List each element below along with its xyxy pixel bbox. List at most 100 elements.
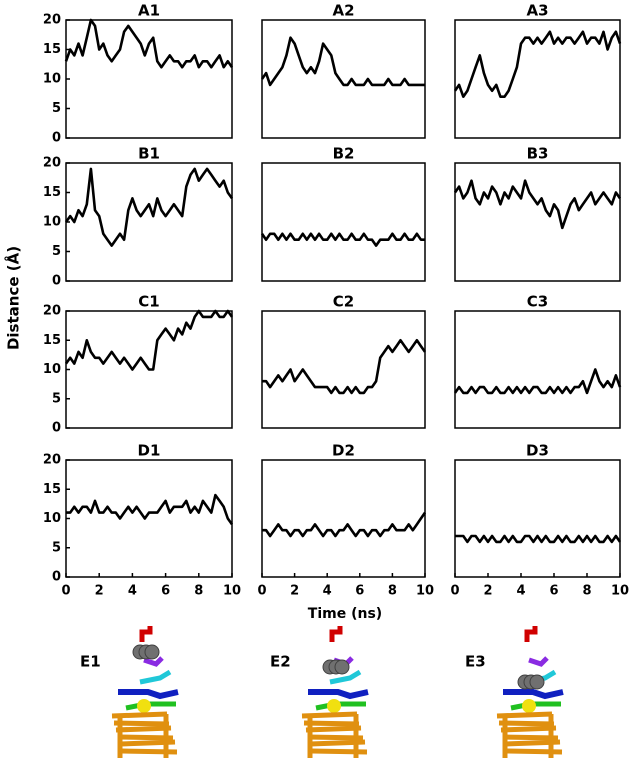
panel-title: C2 bbox=[333, 293, 354, 311]
molecule-part bbox=[139, 669, 172, 685]
x-axis-label: Time (ns) bbox=[308, 606, 382, 622]
image-label: E1 bbox=[80, 653, 101, 671]
panel-title: D2 bbox=[332, 442, 355, 460]
trace bbox=[64, 18, 234, 69]
molecule-part bbox=[111, 711, 168, 719]
y-tick-label: 10 bbox=[43, 215, 61, 230]
x-tick-label: 4 bbox=[128, 584, 137, 599]
y-tick-label: 20 bbox=[43, 304, 61, 319]
molecule-part bbox=[329, 669, 362, 685]
panel-title: B1 bbox=[138, 145, 160, 163]
molecule-part bbox=[115, 725, 172, 733]
y-tick-label: 5 bbox=[52, 540, 61, 555]
trace bbox=[260, 36, 425, 87]
y-tick-label: 15 bbox=[43, 333, 61, 348]
molecule-part bbox=[311, 748, 368, 755]
molecule-part bbox=[524, 626, 538, 642]
molecule-part bbox=[301, 711, 358, 719]
x-tick-label: 8 bbox=[194, 584, 203, 599]
x-tick-label: 0 bbox=[257, 584, 266, 599]
molecule-part bbox=[502, 714, 554, 758]
x-tick-label: 6 bbox=[355, 584, 364, 599]
molecule-part bbox=[327, 699, 341, 713]
molecule-part bbox=[113, 720, 170, 727]
panel-title: D3 bbox=[526, 442, 549, 460]
x-tick-label: 10 bbox=[611, 584, 629, 599]
y-tick-label: 15 bbox=[43, 185, 61, 200]
plot-frame bbox=[454, 162, 621, 282]
molecule-part bbox=[137, 699, 151, 713]
molecule-part bbox=[329, 626, 343, 642]
y-tick-label: 15 bbox=[43, 42, 61, 57]
molecule-part bbox=[528, 656, 549, 667]
molecule-part bbox=[500, 725, 557, 733]
y-tick-label: 0 bbox=[52, 421, 61, 436]
y-tick-label: 0 bbox=[52, 570, 61, 585]
y-tick-label: 0 bbox=[52, 274, 61, 289]
molecule-part bbox=[144, 644, 160, 660]
y-tick-label: 0 bbox=[52, 131, 61, 146]
panel-title: B3 bbox=[527, 145, 549, 163]
y-tick-label: 10 bbox=[43, 511, 61, 526]
y-axis-label: Distance (Å) bbox=[4, 246, 23, 350]
molecule-part bbox=[117, 714, 169, 758]
trace bbox=[262, 339, 427, 395]
x-tick-label: 6 bbox=[161, 584, 170, 599]
molecule-part bbox=[522, 699, 536, 713]
molecule-part bbox=[503, 689, 564, 700]
y-tick-label: 5 bbox=[52, 101, 61, 116]
x-tick-label: 2 bbox=[483, 584, 492, 599]
trace bbox=[455, 534, 622, 544]
plot-frame bbox=[261, 19, 426, 139]
molecule-part bbox=[529, 674, 545, 690]
panel-title: A2 bbox=[332, 2, 354, 20]
x-tick-label: 0 bbox=[61, 584, 70, 599]
molecule-part bbox=[506, 748, 563, 755]
trace bbox=[64, 309, 234, 371]
x-tick-label: 4 bbox=[323, 584, 332, 599]
x-tick-label: 0 bbox=[450, 584, 459, 599]
x-tick-label: 2 bbox=[95, 584, 104, 599]
x-tick-label: 10 bbox=[223, 584, 241, 599]
x-tick-label: 8 bbox=[388, 584, 397, 599]
plot-frame bbox=[261, 310, 426, 429]
trace bbox=[453, 179, 622, 230]
plot-frame bbox=[261, 459, 426, 578]
x-tick-label: 2 bbox=[290, 584, 299, 599]
plot-frame bbox=[454, 459, 621, 578]
y-tick-label: 10 bbox=[43, 72, 61, 87]
x-tick-label: 4 bbox=[516, 584, 525, 599]
panel-title: C1 bbox=[138, 293, 159, 311]
plot-frame bbox=[65, 459, 233, 578]
plot-frame bbox=[65, 19, 233, 139]
x-tick-label: 10 bbox=[416, 584, 434, 599]
trace bbox=[260, 232, 425, 247]
trace bbox=[453, 368, 622, 395]
trace bbox=[453, 30, 622, 98]
molecule-part bbox=[308, 689, 369, 700]
trace bbox=[64, 167, 234, 247]
panel-title: C3 bbox=[527, 293, 548, 311]
plot-frame bbox=[454, 310, 621, 429]
molecule-part bbox=[307, 714, 359, 758]
image-label: E3 bbox=[465, 653, 486, 671]
y-tick-label: 15 bbox=[43, 482, 61, 497]
panel-title: A3 bbox=[526, 2, 548, 20]
molecule-part bbox=[305, 725, 362, 733]
y-tick-label: 5 bbox=[52, 391, 61, 406]
y-tick-label: 20 bbox=[43, 156, 61, 171]
plot-frame bbox=[454, 19, 621, 139]
x-tick-label: 8 bbox=[582, 584, 591, 599]
y-tick-label: 20 bbox=[43, 13, 61, 28]
y-tick-label: 10 bbox=[43, 362, 61, 377]
y-tick-label: 20 bbox=[43, 453, 61, 468]
trace bbox=[262, 511, 427, 538]
panel-title: B2 bbox=[333, 145, 355, 163]
molecule-part bbox=[121, 748, 178, 755]
panel-title: A1 bbox=[138, 2, 160, 20]
plot-frame bbox=[261, 162, 426, 282]
image-label: E2 bbox=[270, 653, 291, 671]
y-tick-label: 5 bbox=[52, 244, 61, 259]
panel-title: D1 bbox=[138, 442, 161, 460]
